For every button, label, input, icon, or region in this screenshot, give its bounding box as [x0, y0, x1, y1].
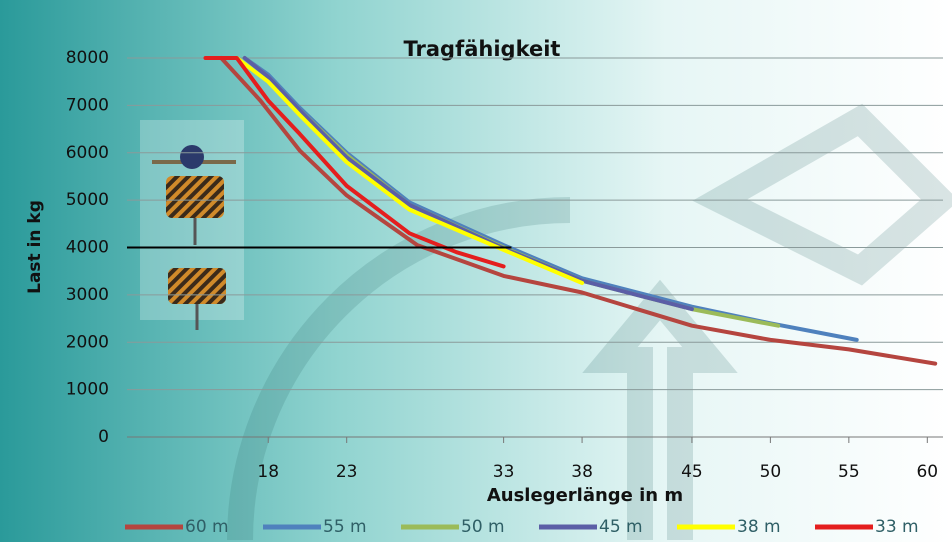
y-tick-label: 7000	[66, 95, 109, 115]
x-tick-label: 33	[493, 462, 515, 482]
legend-label: 60 m	[185, 517, 229, 537]
legend-label: 55 m	[323, 517, 367, 537]
x-tick-label: 45	[681, 462, 703, 482]
x-tick-label: 55	[838, 462, 860, 482]
series-line	[219, 56, 938, 366]
x-tick-label: 38	[571, 462, 593, 482]
x-tick-label: 50	[760, 462, 782, 482]
y-tick-label: 6000	[66, 143, 109, 163]
y-axis-label: Last in kg	[25, 200, 45, 294]
legend-label: 38 m	[737, 517, 781, 537]
legend-label: 33 m	[875, 517, 919, 537]
chart-title: Tragfähigkeit	[404, 37, 561, 61]
x-tick-label: 60	[916, 462, 938, 482]
y-tick-label: 0	[98, 427, 109, 447]
series-line	[234, 56, 585, 285]
series-line	[203, 56, 506, 269]
y-tick-label: 8000	[66, 48, 109, 68]
y-tick-label: 3000	[66, 285, 109, 305]
y-tick-label: 4000	[66, 238, 109, 258]
y-tick-label: 5000	[66, 190, 109, 210]
y-tick-label: 1000	[66, 380, 109, 400]
x-tick-label: 23	[336, 462, 358, 482]
legend-label: 50 m	[461, 517, 505, 537]
x-tick-label: 18	[257, 462, 279, 482]
legend-label: 45 m	[599, 517, 643, 537]
y-tick-label: 2000	[66, 332, 109, 352]
x-axis-label: Auslegerlänge in m	[487, 485, 683, 506]
crane-icon	[140, 120, 244, 330]
